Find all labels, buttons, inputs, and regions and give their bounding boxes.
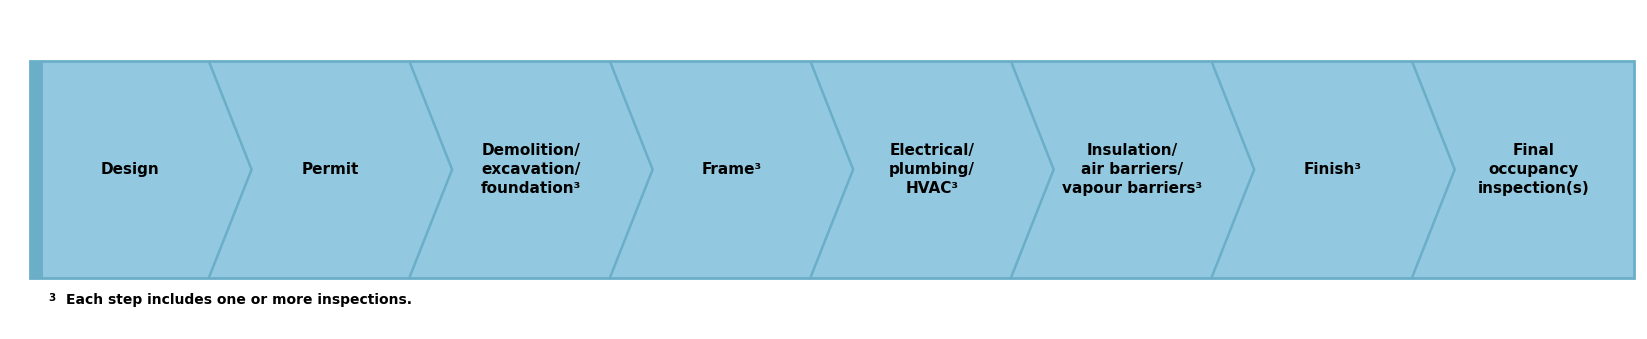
Bar [30, 61, 1634, 278]
Text: Electrical/
plumbing/
HVAC³: Electrical/ plumbing/ HVAC³ [889, 143, 975, 196]
Text: Demolition/
excavation/
foundation³: Demolition/ excavation/ foundation³ [481, 143, 581, 196]
Text: Permit: Permit [301, 162, 359, 177]
Text: Insulation/
air barriers/
vapour barriers³: Insulation/ air barriers/ vapour barrier… [1062, 143, 1202, 196]
Text: Final
occupancy
inspection(s): Final occupancy inspection(s) [1477, 143, 1589, 196]
Text: Finish³: Finish³ [1304, 162, 1362, 177]
Text: Each step includes one or more inspections.: Each step includes one or more inspectio… [66, 293, 412, 307]
Text: Design: Design [100, 162, 160, 177]
Text: 3: 3 [48, 293, 54, 303]
Text: Frame³: Frame³ [702, 162, 761, 177]
Bar [30, 61, 43, 278]
